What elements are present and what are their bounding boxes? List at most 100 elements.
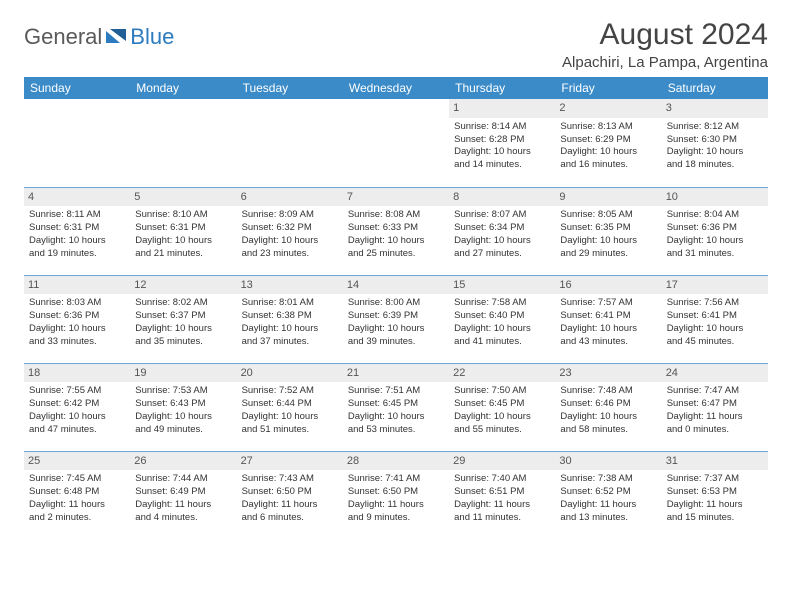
day-info-line: Sunset: 6:45 PM [348,398,444,411]
calendar-day-cell: 10 Sunrise: 8:04 AMSunset: 6:36 PMDayligh… [662,187,768,275]
day-number: 9 [555,188,661,207]
day-info-line: and 9 minutes. [348,512,444,525]
day-info-line: Sunrise: 8:09 AM [242,209,338,222]
day-info-line: and 43 minutes. [560,336,656,349]
day-number: 24 [662,364,768,383]
calendar-day-cell: 19Sunrise: 7:53 AMSunset: 6:43 PMDayligh… [130,363,236,451]
day-number: 25 [24,452,130,471]
calendar-day-cell: 23Sunrise: 7:48 AMSunset: 6:46 PMDayligh… [555,363,661,451]
day-info-line: Daylight: 10 hours [454,146,550,159]
day-number: 10 [662,188,768,207]
calendar-day-cell [343,99,449,187]
calendar-week-row: 4Sunrise: 8:11 AMSunset: 6:31 PMDaylight… [24,187,768,275]
day-info-line: Daylight: 10 hours [135,235,231,248]
calendar-day-cell: 17Sunrise: 7:56 AMSunset: 6:41 PMDayligh… [662,275,768,363]
day-info-line: Sunrise: 7:37 AM [667,473,763,486]
day-number: 14 [343,276,449,295]
day-number: 6 [237,188,343,207]
calendar-day-cell: 3Sunrise: 8:12 AMSunset: 6:30 PMDaylight… [662,99,768,187]
weekday-header: Saturday [662,77,768,99]
day-info-line: Sunset: 6:31 PM [135,222,231,235]
day-number: 23 [555,364,661,383]
calendar-day-cell: 29Sunrise: 7:40 AMSunset: 6:51 PMDayligh… [449,451,555,539]
day-info-line: Sunrise: 8:13 AM [560,121,656,134]
day-number: 13 [237,276,343,295]
day-info-line: and 4 minutes. [135,512,231,525]
day-info-line: Sunrise: 7:38 AM [560,473,656,486]
day-info-line: and 14 minutes. [454,159,550,172]
day-info-line: Daylight: 10 hours [667,323,763,336]
calendar-day-cell: 14Sunrise: 8:00 AMSunset: 6:39 PMDayligh… [343,275,449,363]
calendar-day-cell [237,99,343,187]
day-info-line: Sunset: 6:53 PM [667,486,763,499]
calendar-day-cell [130,99,236,187]
day-number: 3 [662,99,768,118]
day-info-line: Sunrise: 8:08 AM [348,209,444,222]
calendar-day-cell: 12Sunrise: 8:02 AMSunset: 6:37 PMDayligh… [130,275,236,363]
day-info-line: Sunset: 6:28 PM [454,134,550,147]
day-info-line: and 13 minutes. [560,512,656,525]
day-info-line: Daylight: 10 hours [560,411,656,424]
day-info-line: Sunrise: 7:52 AM [242,385,338,398]
day-number: 2 [555,99,661,118]
day-info-line: Daylight: 10 hours [667,235,763,248]
day-info-line: Sunset: 6:45 PM [454,398,550,411]
day-info-line: Sunset: 6:50 PM [348,486,444,499]
day-info-line: and 41 minutes. [454,336,550,349]
day-info-line: and 25 minutes. [348,248,444,261]
day-number: 16 [555,276,661,295]
month-title: August 2024 [562,18,768,52]
day-info-line: Daylight: 10 hours [242,323,338,336]
day-info-line: Sunset: 6:32 PM [242,222,338,235]
day-number: 27 [237,452,343,471]
calendar-day-cell: 16Sunrise: 7:57 AMSunset: 6:41 PMDayligh… [555,275,661,363]
day-info-line: and 2 minutes. [29,512,125,525]
day-number: 1 [449,99,555,118]
location: Alpachiri, La Pampa, Argentina [562,54,768,71]
day-info-line: Sunrise: 8:12 AM [667,121,763,134]
day-info-line: Sunrise: 7:51 AM [348,385,444,398]
day-info-line: Sunset: 6:47 PM [667,398,763,411]
weekday-header: Sunday [24,77,130,99]
day-info-line: Sunset: 6:35 PM [560,222,656,235]
day-number: 26 [130,452,236,471]
calendar-week-row: 18Sunrise: 7:55 AMSunset: 6:42 PMDayligh… [24,363,768,451]
day-info-line: Daylight: 10 hours [135,323,231,336]
day-info-line: Sunrise: 7:45 AM [29,473,125,486]
day-info-line: and 11 minutes. [454,512,550,525]
day-info-line: and 47 minutes. [29,424,125,437]
day-info-line: Sunrise: 8:10 AM [135,209,231,222]
weekday-header: Tuesday [237,77,343,99]
calendar-week-row: 25 Sunrise: 7:45 AMSunset: 6:48 PM Dayligh… [24,451,768,539]
day-info-line: Sunrise: 8:11 AM [29,209,125,222]
day-info-line: Sunset: 6:36 PM [29,310,125,323]
calendar-day-cell: 13Sunrise: 8:01 AMSunset: 6:38 PMDayligh… [237,275,343,363]
day-info-line: Sunset: 6:48 PM [29,486,125,499]
day-info-line: Sunset: 6:52 PM [560,486,656,499]
day-info-line: Sunrise: 8:03 AM [29,297,125,310]
day-info-line: Daylight: 11 hours [348,499,444,512]
day-info-line: Daylight: 10 hours [454,323,550,336]
weekday-header: Thursday [449,77,555,99]
day-info-line: Sunset: 6:46 PM [560,398,656,411]
calendar-day-cell: 22Sunrise: 7:50 AMSunset: 6:45 PMDayligh… [449,363,555,451]
calendar-day-cell: 25Sunrise: 7:45 AMSunset: 6:48 PMDayligh… [24,451,130,539]
day-info-line: Sunset: 6:40 PM [454,310,550,323]
day-info-line: Sunrise: 8:05 AM [560,209,656,222]
day-number: 7 [343,188,449,207]
day-info-line: Daylight: 10 hours [560,235,656,248]
day-info-line: Sunset: 6:36 PM [667,222,763,235]
calendar-day-cell [24,99,130,187]
day-info-line: Daylight: 10 hours [560,146,656,159]
calendar-week-row: 1Sunrise: 8:14 AMSunset: 6:28 PMDaylight… [24,99,768,187]
day-info-line: Daylight: 11 hours [242,499,338,512]
day-info-line: and 39 minutes. [348,336,444,349]
day-info-line: and 19 minutes. [29,248,125,261]
day-info-line: Sunset: 6:31 PM [29,222,125,235]
day-info-line: Daylight: 11 hours [560,499,656,512]
day-info-line: Sunrise: 8:04 AM [667,209,763,222]
day-info-line: Daylight: 11 hours [135,499,231,512]
day-info-line: Daylight: 10 hours [242,235,338,248]
day-number: 31 [662,452,768,471]
calendar-day-cell: 7Sunrise: 8:08 AMSunset: 6:33 PMDaylight… [343,187,449,275]
